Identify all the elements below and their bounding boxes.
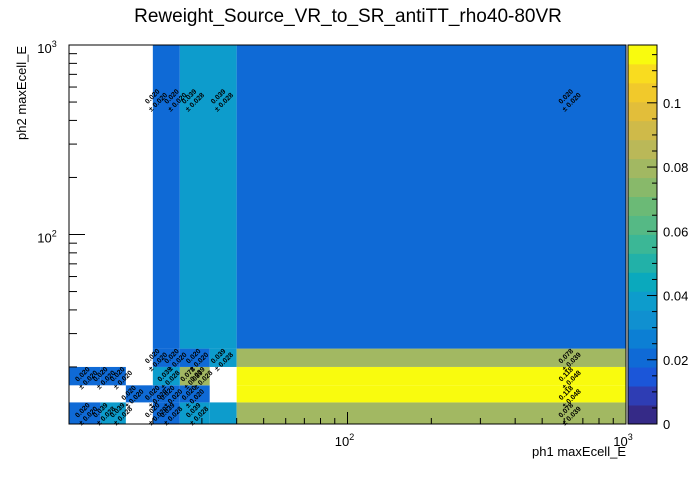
color-scale-tick-label: 0.04 [663, 289, 688, 304]
color-scale-tick-label: 0.1 [663, 96, 681, 111]
heatmap-cell [179, 348, 210, 367]
heatmap-cell [69, 366, 101, 386]
chart-title: Reweight_Source_VR_to_SR_antiTT_rho40-80… [134, 6, 562, 27]
color-scale-tick-label: 0.02 [663, 353, 688, 368]
heatmap-cell [236, 45, 627, 349]
heatmap-cell [179, 45, 237, 349]
color-scale-ticks: 0 0.02 0.04 0.06 0.08 0.1 [647, 54, 688, 432]
color-scale-band [628, 310, 657, 330]
color-scale-band [628, 101, 657, 122]
heatmap-cell [236, 385, 627, 403]
heatmap-cell [125, 385, 153, 403]
color-scale-band [628, 291, 657, 311]
color-scale-band [628, 82, 657, 103]
color-scale-band [628, 215, 657, 235]
heatmap-cell [209, 348, 237, 367]
color-scale-band [628, 329, 657, 349]
heatmap-cell [236, 366, 627, 386]
heatmap-cell [152, 385, 180, 403]
color-scale-band [628, 158, 657, 179]
x-axis-title: ph1 maxEcell_E [532, 444, 626, 459]
color-scale-band [628, 253, 657, 273]
heatmap-cell [152, 45, 180, 349]
color-scale-band [628, 272, 657, 292]
color-scale-band [628, 45, 657, 65]
color-scale-bar [627, 44, 658, 425]
color-scale-band [628, 367, 657, 387]
heatmap-cell [152, 348, 180, 367]
heatmap-cell [152, 366, 180, 386]
color-scale-frame [627, 44, 658, 425]
color-scale-band [628, 139, 657, 160]
color-scale-tick-label: 0.08 [663, 160, 688, 175]
color-scale-band [628, 405, 657, 425]
heatmap-cell [69, 402, 101, 424]
color-scale-band [628, 348, 657, 368]
heatmap-cell [179, 385, 210, 403]
color-scale-band [628, 177, 657, 197]
heatmap-cell [209, 402, 237, 424]
color-scale-band [628, 120, 657, 141]
heatmap-cell [100, 402, 126, 424]
heatmap-cell [152, 402, 180, 424]
heatmap-cell [236, 402, 627, 424]
heatmap-cell [100, 366, 126, 386]
y-axis-title: ph2 maxEcell_E [14, 46, 29, 140]
color-scale-band [628, 196, 657, 216]
heatmap-cell [236, 348, 627, 367]
color-scale-band [628, 63, 657, 84]
color-scale-band [628, 234, 657, 254]
color-scale-tick-label: 0.06 [663, 224, 688, 239]
heatmap-cells [69, 45, 627, 424]
heatmap-cell [179, 366, 210, 386]
color-scale-tick-label: 0 [663, 417, 670, 432]
color-scale-band [628, 386, 657, 406]
